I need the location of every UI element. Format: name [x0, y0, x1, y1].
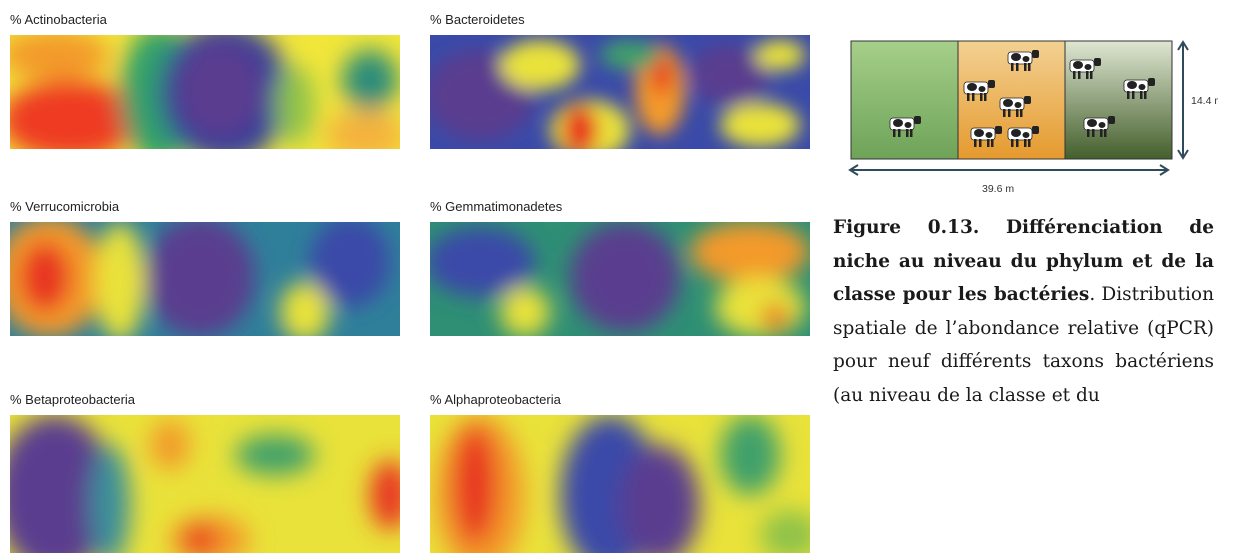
heatmap-actinobacteria [10, 35, 400, 149]
width-label: 39.6 m [982, 183, 1014, 195]
heatmap-betaproteobacteria [10, 415, 400, 553]
figure-caption: Figure 0.13. Différenciation de niche au… [833, 211, 1214, 412]
heatmap-verrucomicrobia [10, 222, 400, 336]
field-zone-medium [1064, 40, 1173, 160]
panel-title: % Bacteroidetes [430, 12, 525, 27]
panel-title: % Verrucomicrobia [10, 199, 120, 214]
heatmap-panel-bacteroidetes: % Bacteroidetes [430, 12, 812, 152]
panel-title: % Betaproteobacteria [10, 392, 136, 407]
panel-title: % Alphaproteobacteria [430, 392, 561, 407]
heatmap-panel-betaproteobacteria: % Betaproteobacteria [10, 392, 402, 553]
panel-title: % Actinobacteria [10, 12, 107, 27]
field-diagram: 14.4 m 39.6 m [848, 40, 1218, 195]
panel-title: % Gemmatimonadetes [430, 199, 563, 214]
heatmap-alphaproteobacteria [430, 415, 810, 553]
caption-body: . Distribution spatiale de l’abondance r… [833, 284, 1214, 406]
heatmap-panel-verrucomicrobia: % Verrucomicrobia [10, 199, 402, 339]
caption-title: Figure 0.13. Différenciation de niche au… [833, 217, 1214, 305]
field-zone-low [850, 40, 959, 160]
heatmap-gemmatimonadetes [430, 222, 810, 336]
heatmap-panel-gemmatimonadetes: % Gemmatimonadetes [430, 199, 812, 339]
height-label: 14.4 m [1191, 95, 1218, 107]
width-arrow [848, 164, 1170, 176]
height-arrow [1177, 40, 1189, 160]
heatmap-bacteroidetes [430, 35, 810, 149]
heatmap-panel-actinobacteria: % Actinobacteria [10, 12, 402, 152]
heatmap-panel-alphaproteobacteria: % Alphaproteobacteria [430, 392, 812, 553]
